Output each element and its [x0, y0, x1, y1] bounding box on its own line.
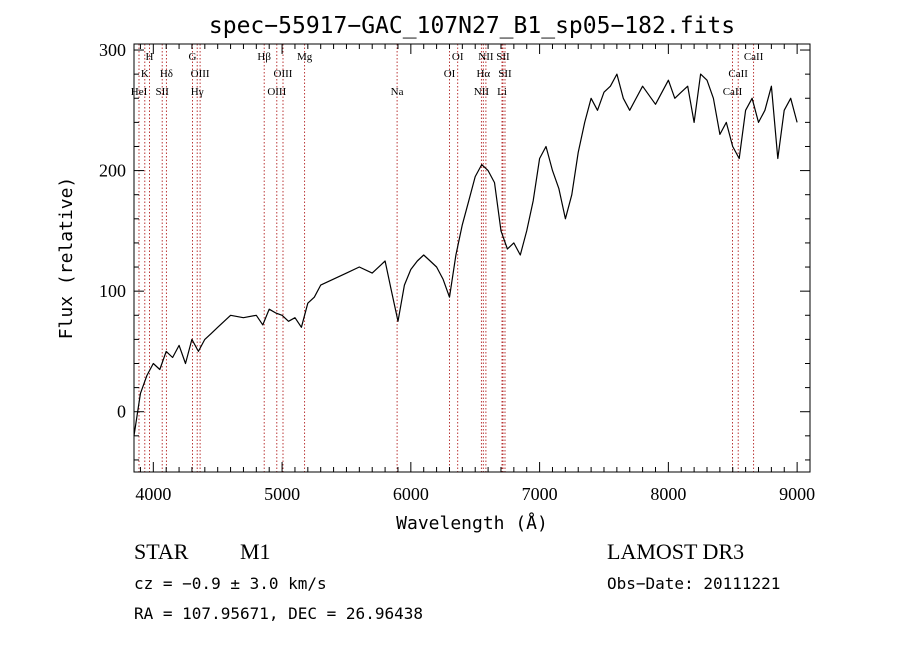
- x-tick-label: 4000: [135, 484, 171, 504]
- redshift-cz: cz = −0.9 ± 3.0 km/s: [134, 574, 327, 593]
- plot-frame: [133, 43, 811, 473]
- line-marker-label: CaII: [723, 86, 743, 98]
- survey-name: LAMOST DR3: [607, 539, 744, 564]
- line-marker-label: CaII: [744, 51, 764, 63]
- x-axis-label: Wavelength (Å): [396, 512, 548, 534]
- line-marker-label: Hγ: [191, 86, 204, 98]
- line-marker-label: CaII: [728, 68, 748, 80]
- line-marker-label: NII: [474, 86, 490, 98]
- observation-date: Obs−Date: 20111221: [607, 574, 780, 593]
- line-marker-label: OI: [452, 51, 464, 63]
- line-marker-label: SII: [498, 68, 512, 80]
- x-tick-label: 5000: [264, 484, 300, 504]
- object-subclass: M1: [240, 539, 271, 564]
- line-marker-label: Li: [497, 86, 507, 98]
- line-marker-label: HeI: [131, 86, 148, 98]
- x-tick-label: 6000: [393, 484, 429, 504]
- y-tick-label: 200: [99, 161, 126, 181]
- spectral-line-labels: HeIKHSIIHδGHγOIIIHβOIIIOIIIMgNaOIOINIIHα…: [131, 51, 764, 98]
- chart-title: spec−55917−GAC_107N27_B1_sp05−182.fits: [209, 13, 735, 39]
- line-marker-label: H: [146, 51, 154, 63]
- line-marker-label: OIII: [267, 86, 286, 98]
- line-marker-label: Hδ: [160, 68, 173, 80]
- y-axis-label: Flux (relative): [56, 177, 77, 340]
- line-marker-label: K: [141, 68, 149, 80]
- y-tick-label: 300: [99, 40, 126, 60]
- coordinates: RA = 107.95671, DEC = 26.96438: [134, 604, 423, 623]
- x-axis-ticks: 4000 5000 6000 7000 8000 9000: [135, 44, 815, 504]
- x-tick-label: 7000: [522, 484, 558, 504]
- line-marker-label: Hα: [476, 68, 490, 80]
- line-marker-label: SII: [155, 86, 169, 98]
- line-marker-label: OI: [444, 68, 456, 80]
- x-tick-label: 8000: [650, 484, 686, 504]
- line-marker-label: OIII: [191, 68, 210, 80]
- object-class: STAR: [134, 539, 189, 564]
- line-marker-label: G: [189, 51, 197, 63]
- y-axis-ticks: 0 100 200 300: [99, 40, 810, 461]
- line-marker-label: SII: [496, 51, 510, 63]
- line-marker-label: Hβ: [257, 51, 271, 63]
- y-tick-label: 100: [99, 281, 126, 301]
- line-marker-label: NII: [478, 51, 494, 63]
- spectral-line-markers: [138, 44, 755, 472]
- series-layer: [133, 73, 798, 436]
- line-marker-label: Mg: [297, 51, 313, 63]
- y-tick-label: 0: [117, 402, 126, 422]
- line-marker-label: Na: [391, 86, 404, 98]
- series-line: [133, 73, 798, 436]
- line-marker-label: OIII: [274, 68, 293, 80]
- x-tick-label: 9000: [779, 484, 815, 504]
